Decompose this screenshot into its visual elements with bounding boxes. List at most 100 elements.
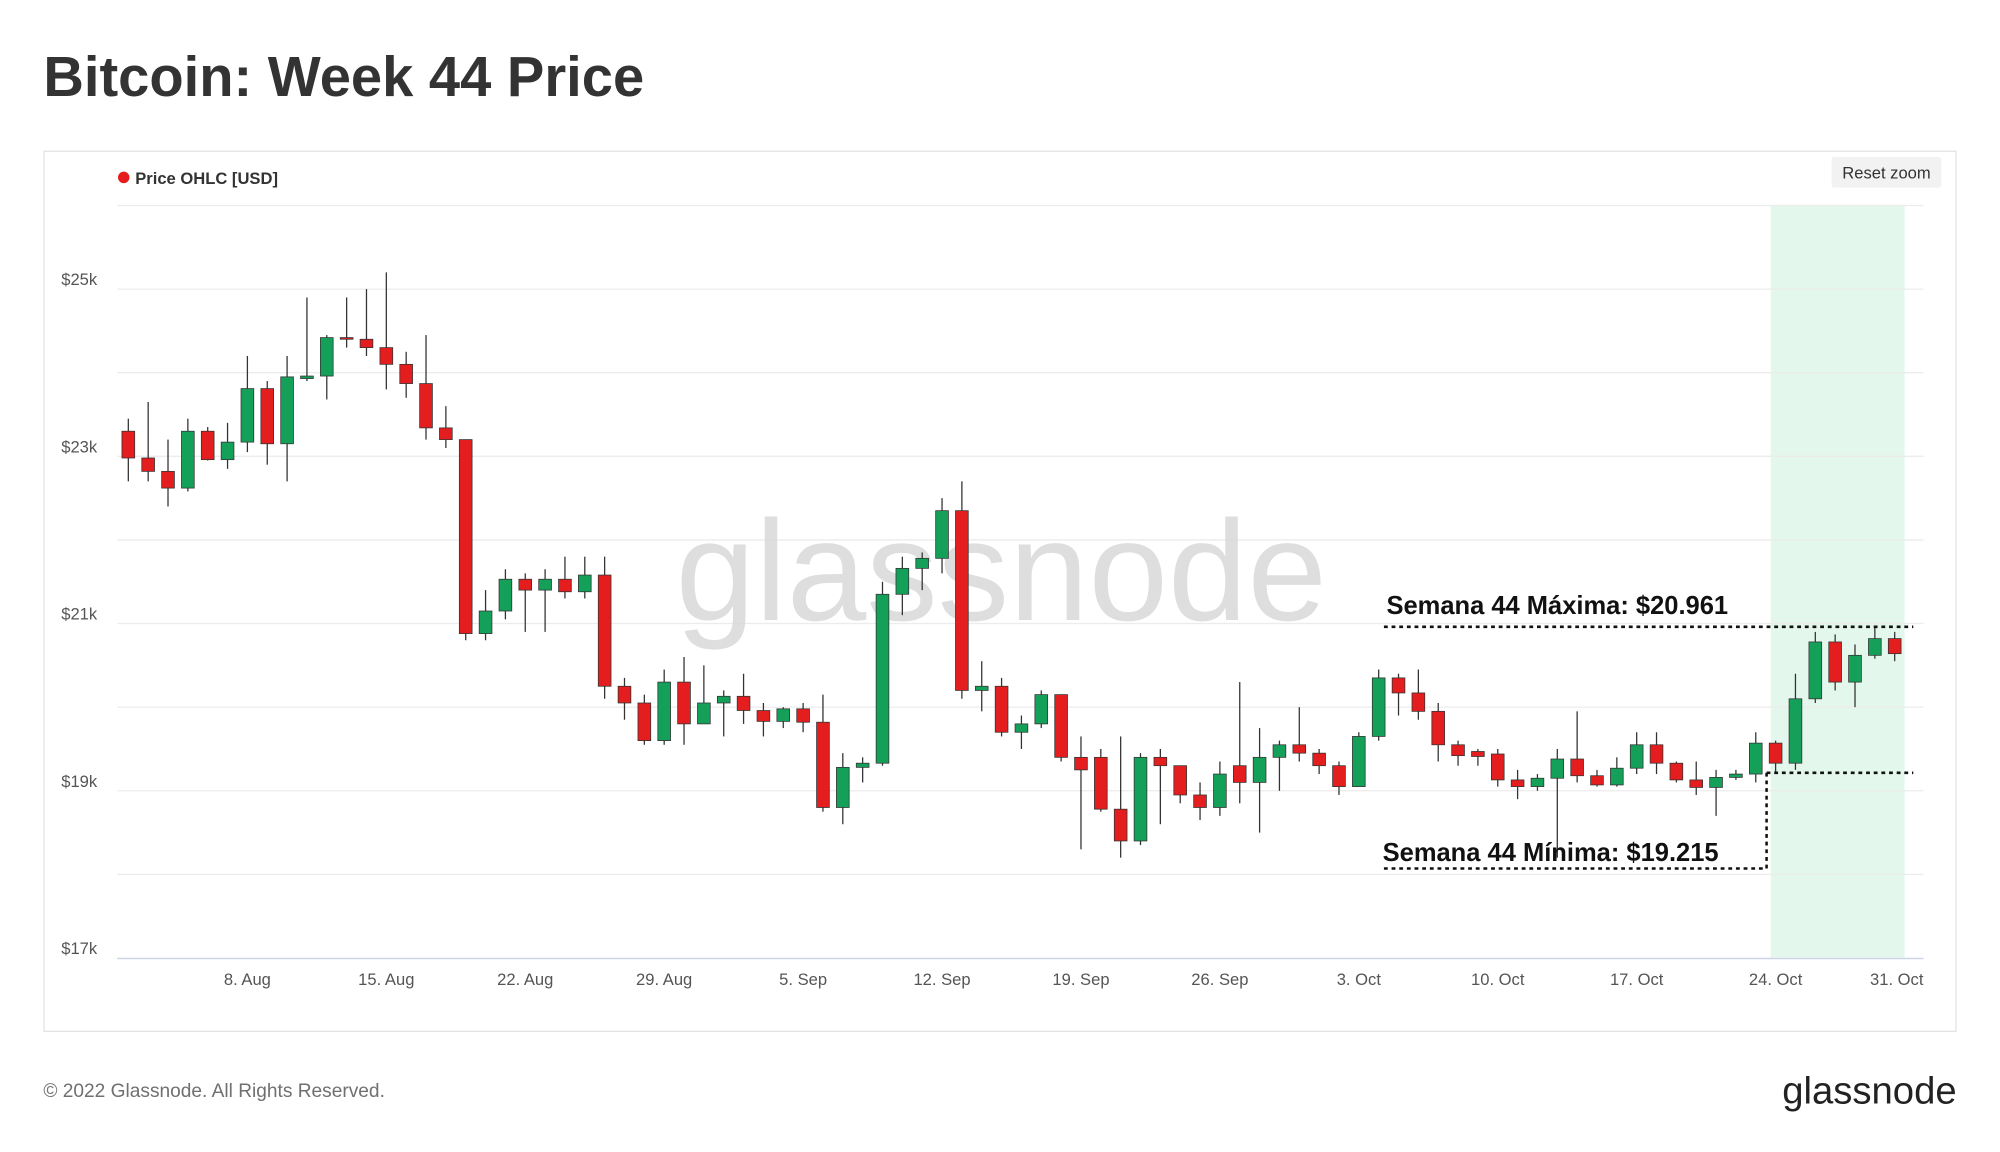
candle-body [1034, 694, 1049, 725]
x-tick-label: 17. Oct [1610, 970, 1664, 989]
candle-body [1490, 753, 1505, 781]
candle-body [1808, 641, 1823, 700]
candle-body [1550, 758, 1565, 779]
candle-body [1848, 654, 1862, 683]
x-tick-label: 3. Oct [1337, 970, 1382, 989]
y-tick-label: $25k [61, 270, 98, 289]
plot-area: $17k $19k $21k $23k $25k glassnode 8. Aug 15. A… [61, 204, 1924, 989]
candle-body [1471, 751, 1485, 757]
candle-body [379, 347, 394, 365]
candle-body [518, 578, 533, 591]
candle-body [915, 557, 929, 569]
candle-body [756, 710, 771, 722]
candle-body [1371, 677, 1386, 737]
candle-body [1232, 765, 1247, 783]
candle-body [716, 695, 731, 704]
candle-body [1887, 638, 1902, 655]
candle-body [1252, 756, 1267, 783]
x-tick-label: 15. Aug [358, 970, 414, 989]
x-tick-label: 22. Aug [497, 970, 553, 989]
candle-body [320, 337, 334, 377]
candle-body [1510, 779, 1525, 787]
candle-body [200, 430, 215, 461]
candle-body [181, 430, 195, 489]
candle-body [1709, 777, 1723, 788]
candle-body [1074, 756, 1088, 771]
candle-body [1729, 773, 1743, 778]
candle-body [498, 578, 513, 612]
candle-body [1669, 762, 1684, 781]
candle-body [796, 708, 810, 723]
y-tick-label: $21k [61, 605, 98, 624]
candle-body [220, 441, 235, 461]
candle-body [1451, 744, 1465, 757]
candle-body [1014, 723, 1029, 733]
x-tick-label: 10. Oct [1471, 970, 1525, 989]
candle-body [855, 762, 870, 768]
candle-body [1530, 777, 1545, 787]
candle-body [1133, 756, 1148, 842]
candle-body [935, 510, 949, 559]
candle-body [955, 510, 969, 691]
candle-body [1768, 742, 1783, 764]
chart-frame [43, 150, 1957, 1032]
candle-body [1094, 756, 1108, 810]
candle-body [1153, 756, 1168, 767]
candle-body [1332, 765, 1346, 787]
candle-body [875, 593, 890, 764]
candle-body [300, 375, 314, 379]
reset-zoom-button[interactable]: Reset zoom [1831, 156, 1942, 188]
x-tick-label: 31. Oct [1870, 970, 1924, 989]
candle-body [736, 695, 751, 711]
candle-body [1213, 773, 1227, 808]
candle-body [1411, 692, 1426, 712]
footer-copyright: © 2022 Glassnode. All Rights Reserved. [43, 1081, 385, 1102]
candle-body [697, 702, 711, 725]
candle-body [617, 685, 632, 704]
candle-body [1391, 677, 1406, 694]
candle-body [1868, 638, 1882, 656]
candle-body [1629, 744, 1644, 769]
candle-body [419, 383, 433, 429]
candle-body [1352, 736, 1366, 787]
reset-zoom-background[interactable] [1831, 156, 1942, 188]
min-annotation: Semana 44 Mínima: $19.215 [1383, 839, 1719, 867]
x-tick-label: 5. Sep [779, 970, 827, 989]
candle-body [974, 685, 989, 691]
candle-body [816, 721, 830, 808]
candle-body [1054, 694, 1068, 758]
y-tick-label: $23k [61, 437, 98, 456]
candle-body [637, 702, 652, 741]
x-tick-label: 12. Sep [913, 970, 970, 989]
candle-body [240, 388, 255, 443]
candle-body [1292, 744, 1307, 754]
candle-body [1788, 698, 1803, 764]
candle-body [836, 766, 850, 808]
x-tick-label: 26. Sep [1191, 970, 1248, 989]
candle-body [121, 430, 136, 459]
candle-body [399, 363, 413, 384]
candle-body [1272, 744, 1287, 758]
x-tick-label: 24. Oct [1749, 970, 1803, 989]
candle-body [161, 470, 175, 489]
candle-body [359, 338, 374, 348]
candle-body [478, 610, 493, 634]
x-tick-label: 29. Aug [636, 970, 692, 989]
candle-body [1828, 641, 1842, 683]
candle-body [1689, 779, 1703, 788]
reset-zoom-label[interactable]: Reset zoom [1842, 164, 1930, 183]
candle-body [558, 578, 572, 593]
candle-body [994, 685, 1009, 733]
candle-body [439, 427, 453, 440]
candle-body [538, 578, 552, 591]
candle-body [1649, 744, 1664, 764]
candle-body [1193, 794, 1207, 808]
candle-body [677, 681, 691, 725]
y-tick-label: $19k [61, 772, 98, 791]
candle-body [1570, 758, 1584, 777]
max-annotation: Semana 44 Máxima: $20.961 [1386, 592, 1728, 620]
x-tick-label: 19. Sep [1052, 970, 1109, 989]
y-tick-label: $17k [61, 939, 98, 958]
candle-body [1590, 775, 1604, 786]
